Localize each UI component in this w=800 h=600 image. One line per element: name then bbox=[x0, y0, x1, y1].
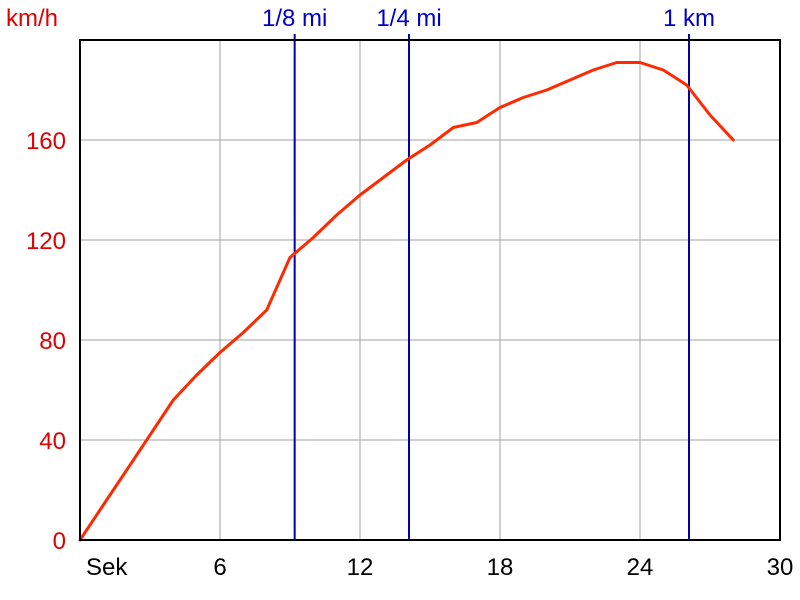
marker-label-0: 1/8 mi bbox=[262, 5, 327, 32]
y-tick-label-3: 120 bbox=[26, 228, 66, 255]
x-tick-label-1: 12 bbox=[347, 554, 374, 581]
marker-label-2: 1 km bbox=[663, 5, 715, 32]
y-tick-label-4: 160 bbox=[26, 128, 66, 155]
plot-frame bbox=[79, 39, 781, 541]
x-tick-label-4: 30 bbox=[767, 554, 794, 581]
x-tick-label-2: 18 bbox=[487, 554, 514, 581]
y-tick-labels: 0 40 80 120 160 bbox=[26, 128, 66, 555]
y-axis-label: km/h bbox=[6, 5, 58, 32]
series-line-0 bbox=[78, 61, 735, 542]
x-tick-label-3: 24 bbox=[627, 554, 654, 581]
x-tick-labels: 6 12 18 24 30 bbox=[213, 554, 793, 581]
marker-label-1: 1/4 mi bbox=[376, 5, 441, 32]
y-tick-label-2: 80 bbox=[39, 328, 66, 355]
distance-markers: 1/8 mi 1/4 mi 1 km bbox=[262, 5, 715, 540]
y-tick-label-1: 40 bbox=[39, 428, 66, 455]
x-tick-label-0: 6 bbox=[213, 554, 226, 581]
grid-lines bbox=[80, 40, 780, 540]
series-layer bbox=[78, 61, 735, 542]
x-axis-label: Sek bbox=[86, 554, 128, 581]
y-tick-label-0: 0 bbox=[53, 528, 66, 555]
